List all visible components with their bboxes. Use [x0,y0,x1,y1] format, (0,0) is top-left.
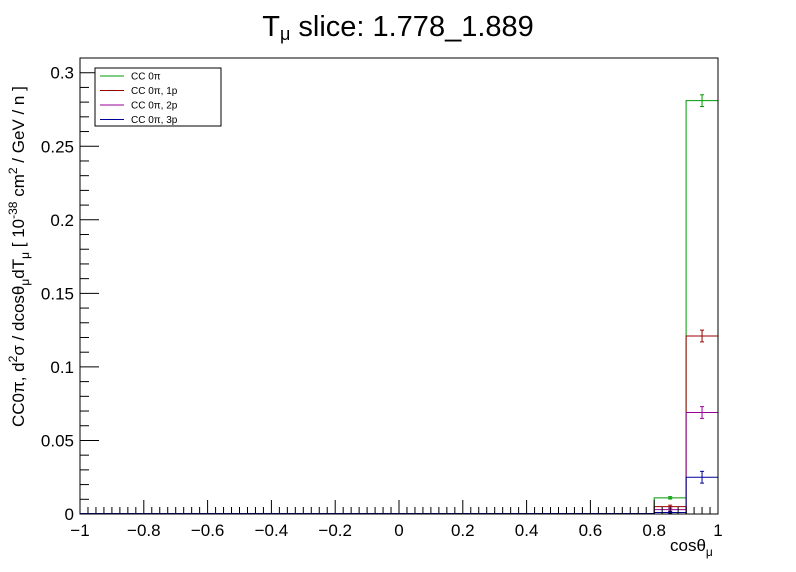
y-axis-title-part: dT [9,259,28,279]
y-tick-label: 0.3 [50,64,74,83]
chart-title: Tμ slice: 1.778_1.889 [262,11,534,44]
legend-label: CC 0π, 1p [131,86,178,97]
legend-label: CC 0π [131,72,161,83]
y-axis-title: CC0π, d2σ / dcosθμdTμ [ 10-38 cm2 / GeV … [6,86,32,427]
x-tick-label: −0.4 [255,521,289,540]
y-axis-title-part: / GeV / n ] [9,86,28,167]
y-axis-title-sup: -38 [6,201,20,219]
x-tick-label: 0 [394,521,403,540]
y-tick-label: 0.15 [41,284,74,303]
y-axis-title-sup: 2 [6,355,20,362]
plot-area [80,94,719,514]
y-axis-title-sub: μ [18,279,32,286]
histogram-bar [685,335,719,514]
x-tick-label: 0.6 [579,521,603,540]
x-axis-title-main: cosθ [670,536,706,555]
y-axis-title-part: [ 10 [9,219,28,252]
series-2 [80,329,719,514]
y-axis-title-part: σ / dcosθ [9,286,28,356]
y-tick-label: 0.1 [50,358,74,377]
series-3 [80,406,719,514]
x-tick-label: −0.6 [191,521,225,540]
y-axis-title-sup: 2 [6,167,20,174]
chart-title-sub: μ [280,24,290,44]
x-axis-title-sub: μ [706,545,713,559]
y-tick-label: 0 [65,505,74,524]
x-axis-title: cosθμ [670,536,713,559]
series-1 [80,94,719,514]
legend: CC 0π CC 0π, 1p CC 0π, 2p CC 0π, 3p [94,67,222,127]
x-tick-label: −1 [70,521,89,540]
legend-label: CC 0π, 3p [131,115,178,126]
y-tick-label: 0.05 [41,431,74,450]
chart-title-main: T [262,11,280,43]
x-tick-label: 0.8 [642,521,666,540]
y-tick-label: 0.25 [41,137,74,156]
x-tick-label: 0.2 [451,521,475,540]
histogram-bar [685,412,719,514]
legend-box [94,67,222,127]
y-axis-title-part: cm [9,174,28,201]
x-tick-label: −0.2 [318,521,352,540]
y-tick-label: 0.2 [50,211,74,230]
x-tick-label: 0.4 [515,521,539,540]
histogram-bar [685,100,719,514]
legend-label: CC 0π, 2p [131,101,178,112]
chart-title-rest: slice: 1.778_1.889 [290,11,533,43]
x-tick-label: −0.8 [127,521,161,540]
axes: −1 −0.8 −0.6 −0.4 −0.2 0 0.2 0.4 0.6 0.8 1 0 0.05 0.1… [41,57,723,540]
y-axis-title-part: CC0π, d [9,362,28,427]
x-tick-label: 1 [713,521,722,540]
y-axis-title-sub: μ [18,252,32,259]
